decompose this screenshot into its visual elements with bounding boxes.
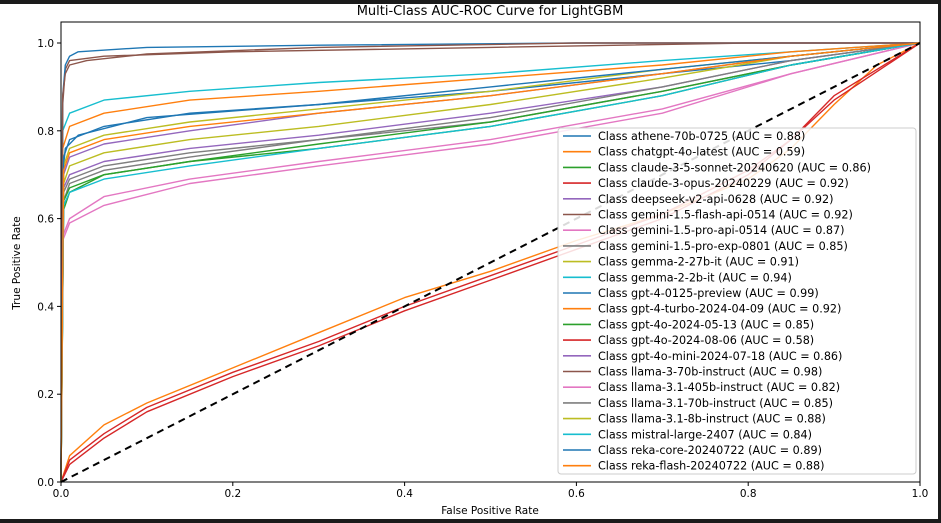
roc-curve-19	[60, 42, 921, 483]
roc-curve-17	[60, 42, 921, 483]
window-bottom-border	[0, 519, 941, 523]
x-tick-label: 0.2	[224, 488, 241, 500]
legend-entry-label: Class athene-70b-0725 (AUC = 0.88)	[598, 130, 805, 143]
legend-entry-label: Class gemini-1.5-flash-api-0514 (AUC = 0…	[598, 209, 853, 222]
legend-entry-label: Class claude-3-opus-20240229 (AUC = 0.92…	[598, 177, 849, 190]
legend-entry-label: Class reka-core-20240722 (AUC = 0.89)	[598, 444, 822, 457]
y-tick-label: 0.4	[37, 301, 54, 313]
chance-diagonal-line	[60, 42, 921, 483]
legend: Class athene-70b-0725 (AUC = 0.88) Class …	[557, 127, 917, 475]
x-tick-label: 0.0	[53, 488, 70, 500]
legend-entry-label: Class gpt-4-0125-preview (AUC = 0.99)	[598, 287, 819, 300]
legend-entry-label: Class gemini-1.5-pro-exp-0801 (AUC = 0.8…	[598, 240, 848, 253]
y-tick-label: 0.8	[37, 126, 54, 138]
y-tick-label: 0.2	[37, 389, 54, 401]
roc-curve-16	[60, 42, 920, 483]
legend-entry-label: Class gpt-4-turbo-2024-04-09 (AUC = 0.92…	[598, 303, 841, 316]
roc-curve-22	[60, 42, 921, 483]
x-tick-label: 0.8	[740, 488, 757, 500]
roc-curve-2	[60, 42, 921, 483]
plot-frame	[60, 21, 921, 483]
legend-entry-label: Class chatgpt-4o-latest (AUC = 0.59)	[598, 146, 805, 159]
legend-entry-label: Class gpt-4o-2024-08-06 (AUC = 0.58)	[598, 334, 814, 347]
x-tick-label: 1.0	[912, 488, 929, 500]
legend-entry-label: Class reka-flash-20240722 (AUC = 0.88)	[598, 460, 825, 473]
roc-curve-12	[60, 42, 921, 483]
y-axis-label: True Positive Rate	[11, 216, 23, 311]
legend-entry-label: Class gemini-1.5-pro-api-0514 (AUC = 0.8…	[598, 224, 845, 237]
roc-curve-13	[60, 42, 921, 483]
legend-entry-label: Class gpt-4o-2024-05-13 (AUC = 0.85)	[598, 318, 814, 331]
roc-curve-20	[60, 42, 921, 483]
legend-entry-label: Class llama-3.1-70b-instruct (AUC = 0.85…	[598, 397, 833, 410]
y-tick-label: 1.0	[37, 38, 54, 50]
legend-entry-label: Class llama-3.1-405b-instruct (AUC = 0.8…	[598, 381, 840, 394]
ticks-layer: 0.0 0.2 0.4 0.6 0.8 1.0 0.0 0.2 0.4 0.6 0.8 1.0	[37, 38, 928, 500]
roc-curve-7	[60, 42, 921, 483]
chart-title: Multi-Class AUC-ROC Curve for LightGBM	[357, 4, 624, 19]
legend-entry-label: Class gpt-4o-mini-2024-07-18 (AUC = 0.86…	[598, 350, 842, 363]
legend-entry-label: Class deepseek-v2-api-0628 (AUC = 0.92)	[598, 193, 833, 206]
diagonal-layer	[60, 42, 921, 483]
legend-entry-label: Class llama-3-70b-instruct (AUC = 0.98)	[598, 366, 822, 379]
roc-curve-21	[60, 42, 921, 483]
roc-curve-18	[60, 42, 921, 483]
legend-entry-label: Class gemma-2-27b-it (AUC = 0.91)	[598, 256, 799, 269]
legend-entries: Class athene-70b-0725 (AUC = 0.88) Class …	[563, 130, 871, 473]
legend-box	[557, 127, 917, 475]
y-tick-label: 0.6	[37, 214, 54, 226]
y-tick-label: 0.0	[37, 477, 54, 489]
legend-entry-label: Class mistral-large-2407 (AUC = 0.84)	[598, 428, 812, 441]
x-axis-label: False Positive Rate	[441, 505, 539, 517]
roc-curve-10	[60, 42, 921, 483]
x-tick-label: 0.6	[568, 488, 585, 500]
legend-entry-label: Class gemma-2-2b-it (AUC = 0.94)	[598, 271, 792, 284]
legend-entry-label: Class llama-3.1-8b-instruct (AUC = 0.88)	[598, 413, 826, 426]
x-tick-label: 0.4	[396, 488, 413, 500]
legend-entry-label: Class claude-3-5-sonnet-20240620 (AUC = …	[598, 161, 871, 174]
